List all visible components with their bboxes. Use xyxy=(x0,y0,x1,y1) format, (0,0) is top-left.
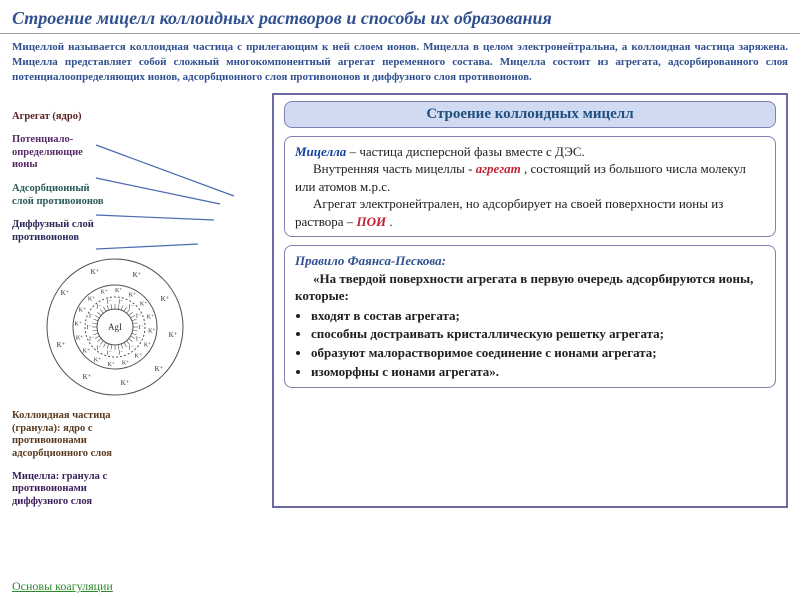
left-column: Агрегат (ядро) Потенциало-определяющиеио… xyxy=(12,93,272,509)
svg-text:I⁻: I⁻ xyxy=(136,314,141,320)
kw-aggregate: агрегат xyxy=(476,161,521,176)
svg-text:K⁺: K⁺ xyxy=(148,328,156,335)
svg-text:K⁺: K⁺ xyxy=(83,373,92,381)
svg-text:K⁺: K⁺ xyxy=(122,360,130,367)
rule-title: Правило Фаянса-Пескова: xyxy=(295,252,765,270)
svg-text:I⁻: I⁻ xyxy=(118,300,123,306)
definition-notes: Коллоидная частица(гранула): ядро спроти… xyxy=(12,410,272,508)
rule-bullets: входят в состав агрегата;способны достра… xyxy=(295,307,765,380)
svg-text:I⁻: I⁻ xyxy=(107,300,112,306)
svg-text:K⁺: K⁺ xyxy=(140,301,148,308)
svg-text:I⁻: I⁻ xyxy=(86,325,91,331)
svg-text:K⁺: K⁺ xyxy=(79,307,87,314)
svg-text:AgI: AgI xyxy=(108,322,122,332)
svg-text:K⁺: K⁺ xyxy=(101,289,109,296)
rule-bullet: образуют малорастворимое соединение с ио… xyxy=(311,344,765,362)
svg-text:K⁺: K⁺ xyxy=(61,289,70,297)
svg-text:K⁺: K⁺ xyxy=(135,353,143,360)
svg-text:K⁺: K⁺ xyxy=(91,268,100,276)
label-diffuse: Диффузный слойпротивоионов xyxy=(12,219,272,244)
micelle-diagram: AgII⁻I⁻I⁻I⁻I⁻I⁻I⁻I⁻I⁻I⁻I⁻I⁻I⁻I⁻K⁺K⁺K⁺K⁺K… xyxy=(40,252,190,402)
main-area: Агрегат (ядро) Потенциало-определяющиеио… xyxy=(0,91,800,509)
svg-text:K⁺: K⁺ xyxy=(74,321,82,328)
kw-micelle: Мицелла xyxy=(295,144,346,159)
footer-link[interactable]: Основы коагуляции xyxy=(12,579,113,594)
svg-text:I⁻: I⁻ xyxy=(107,351,112,357)
label-poi: Потенциало-определяющиеионы xyxy=(12,134,272,172)
intro-paragraph: Мицеллой называется коллоидная частица с… xyxy=(0,34,800,91)
def-micelle: – частица дисперсной фазы вместе с ДЭС. xyxy=(350,144,585,159)
panel-rule-box: Правило Фаянса-Пескова: «На твердой пове… xyxy=(284,245,776,388)
svg-text:K⁺: K⁺ xyxy=(133,271,142,279)
svg-text:K⁺: K⁺ xyxy=(83,348,91,355)
panel-header: Строение коллоидных мицелл xyxy=(284,101,776,128)
svg-text:K⁺: K⁺ xyxy=(94,357,102,364)
svg-text:I⁻: I⁻ xyxy=(89,314,94,320)
svg-text:K⁺: K⁺ xyxy=(169,331,178,339)
rule-lead: «На твердой поверхности агрегата в перву… xyxy=(295,270,765,305)
svg-text:K⁺: K⁺ xyxy=(115,287,123,294)
svg-text:K⁺: K⁺ xyxy=(147,314,155,321)
svg-text:I⁻: I⁻ xyxy=(118,351,123,357)
info-panel: Строение коллоидных мицелл Мицелла – час… xyxy=(272,93,788,509)
svg-text:I⁻: I⁻ xyxy=(138,325,143,331)
svg-text:K⁺: K⁺ xyxy=(155,365,164,373)
svg-text:I⁻: I⁻ xyxy=(136,337,141,343)
svg-text:K⁺: K⁺ xyxy=(129,292,137,299)
svg-text:I⁻: I⁻ xyxy=(89,337,94,343)
svg-text:K⁺: K⁺ xyxy=(161,295,170,303)
note-micelle: Мицелла: гранула спротивоионамидиффузног… xyxy=(12,471,272,509)
svg-text:I⁻: I⁻ xyxy=(129,305,134,311)
kw-poi: ПОИ xyxy=(357,214,387,229)
panel-definition-box: Мицелла – частица дисперсной фазы вместе… xyxy=(284,136,776,238)
diagram-labels: Агрегат (ядро) Потенциало-определяющиеио… xyxy=(12,111,272,245)
note-granule: Коллоидная частица(гранула): ядро спроти… xyxy=(12,410,272,460)
svg-text:K⁺: K⁺ xyxy=(121,379,130,387)
svg-text:I⁻: I⁻ xyxy=(96,346,101,352)
svg-text:K⁺: K⁺ xyxy=(144,342,152,349)
svg-text:K⁺: K⁺ xyxy=(88,296,96,303)
rule-bullet: изоморфны с ионами агрегата». xyxy=(311,363,765,381)
svg-text:I⁻: I⁻ xyxy=(96,305,101,311)
label-aggregate: Агрегат (ядро) xyxy=(12,111,272,124)
rule-bullet: входят в состав агрегата; xyxy=(311,307,765,325)
adsorb-dot: . xyxy=(389,214,392,229)
svg-text:K⁺: K⁺ xyxy=(76,335,84,342)
rule-bullet: способны достраивать кристаллическую реш… xyxy=(311,325,765,343)
page-title: Строение мицелл коллоидных растворов и с… xyxy=(0,0,800,34)
svg-text:I⁻: I⁻ xyxy=(129,346,134,352)
svg-text:K⁺: K⁺ xyxy=(57,341,66,349)
svg-text:K⁺: K⁺ xyxy=(108,361,116,368)
label-adsorption: Адсорбционныйслой противоионов xyxy=(12,183,272,208)
inner-pre: Внутренняя часть мицеллы - xyxy=(313,161,476,176)
